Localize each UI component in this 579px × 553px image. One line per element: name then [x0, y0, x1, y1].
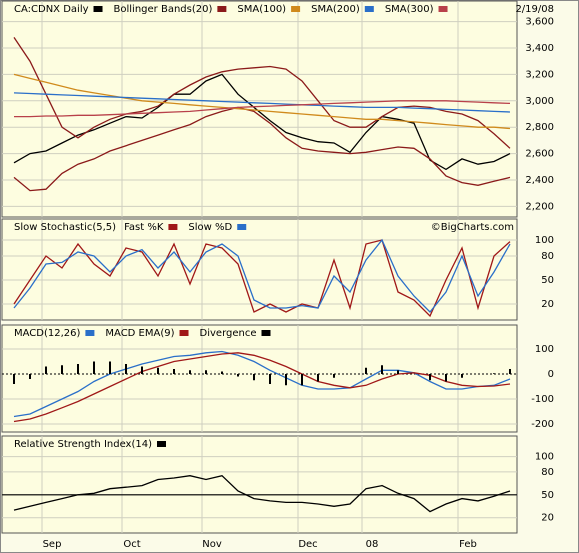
date-label: 2/19/08: [515, 4, 554, 15]
credit: ©BigCharts.com: [431, 222, 514, 233]
series-line: [13, 73, 511, 130]
y-tick-label: -100: [531, 394, 554, 405]
histogram-bar: [397, 370, 399, 374]
y-tick-label: 0: [548, 369, 554, 380]
legend-swatch: [261, 330, 271, 336]
histogram-bar: [93, 361, 95, 374]
x-tick-label: Feb: [459, 539, 477, 550]
legend-label: CA:CDNX Daily: [14, 4, 89, 15]
legend-label: SMA(200): [311, 4, 360, 15]
y-tick-label: 2,800: [525, 122, 554, 133]
histogram-bar: [141, 366, 143, 374]
y-tick-label: 100: [535, 344, 554, 355]
histogram-bar: [333, 374, 335, 378]
histogram-bar: [157, 367, 159, 374]
panel: [1, 218, 518, 321]
histogram-bar: [205, 370, 207, 374]
histogram-bar: [237, 374, 239, 377]
legend-label: SMA(100): [237, 4, 286, 15]
histogram-bar: [461, 374, 463, 378]
x-tick-label: Nov: [202, 539, 222, 550]
histogram-bar: [493, 373, 495, 374]
histogram-bar: [285, 374, 287, 386]
legend-swatch: [85, 330, 95, 336]
series-line: [13, 238, 511, 313]
x-tick-label: Sep: [43, 539, 62, 550]
y-tick-label: 2,400: [525, 175, 554, 186]
histogram-bar: [445, 374, 447, 382]
legend-label: Bollinger Bands(20): [114, 4, 213, 15]
legend-label: MACD(12,26): [14, 328, 81, 339]
histogram-bar: [13, 374, 15, 384]
legend-swatch: [93, 6, 103, 12]
legend-swatch: [237, 224, 247, 230]
series-line: [14, 100, 511, 118]
histogram-bar: [125, 364, 127, 374]
legend-swatch: [179, 330, 189, 336]
panel: [1, 435, 518, 534]
legend-swatch: [364, 6, 374, 12]
y-tick-label: 50: [541, 275, 554, 286]
histogram-bar: [429, 374, 431, 381]
series-line: [13, 352, 511, 423]
x-tick-label: Oct: [123, 539, 140, 550]
histogram-bar: [45, 366, 47, 374]
y-tick-label: 100: [535, 452, 554, 463]
histogram-bar: [381, 365, 383, 374]
y-tick-label: 3,200: [525, 69, 554, 80]
histogram-bar: [109, 361, 111, 374]
series-line: [13, 106, 511, 192]
histogram-bar: [365, 367, 367, 374]
legend-swatch: [291, 6, 301, 12]
x-tick-label: 08: [366, 539, 379, 550]
y-tick-label: 20: [541, 513, 554, 524]
legend-swatch: [438, 6, 448, 12]
histogram-bar: [173, 369, 175, 374]
histogram-bar: [317, 374, 319, 382]
series-line: [13, 239, 511, 318]
panel-title: Slow Stochastic(5,5): [14, 222, 116, 233]
y-tick-label: 20: [541, 299, 554, 310]
legend-label: Relative Strength Index(14): [14, 439, 152, 450]
series-line: [13, 92, 511, 113]
histogram-bar: [221, 371, 223, 374]
legend-label: Slow %D: [188, 222, 232, 233]
y-tick-label: 50: [541, 490, 554, 501]
histogram-bar: [77, 364, 79, 374]
y-tick-label: 3,600: [525, 17, 554, 28]
y-tick-label: 3,000: [525, 96, 554, 107]
series-line: [13, 37, 511, 149]
legend-label: Fast %K: [124, 222, 164, 233]
legend-label: MACD EMA(9): [105, 328, 174, 339]
y-tick-label: 2,600: [525, 149, 554, 160]
y-tick-label: 3,400: [525, 43, 554, 54]
histogram-bar: [269, 374, 271, 384]
x-tick-label: Dec: [298, 539, 317, 550]
y-tick-label: 80: [541, 467, 554, 478]
panel: [1, 324, 518, 433]
histogram-bar: [509, 369, 511, 374]
legend-swatch: [157, 441, 166, 447]
histogram-bar: [61, 365, 63, 374]
series-line: [13, 350, 511, 418]
y-tick-label: -200: [531, 419, 554, 430]
histogram-bar: [301, 374, 303, 386]
histogram-bar: [29, 374, 31, 379]
legend-swatch: [168, 224, 178, 230]
y-tick-label: 2,200: [525, 201, 554, 212]
histogram-bar: [189, 370, 191, 374]
series-line: [13, 73, 511, 171]
histogram-bar: [253, 374, 255, 381]
legend-label: SMA(300): [385, 4, 434, 15]
legend-label: Divergence: [200, 328, 257, 339]
y-tick-label: 100: [535, 235, 554, 246]
y-tick-label: 80: [541, 251, 554, 262]
series-line: [13, 474, 511, 513]
legend-swatch: [217, 6, 227, 12]
